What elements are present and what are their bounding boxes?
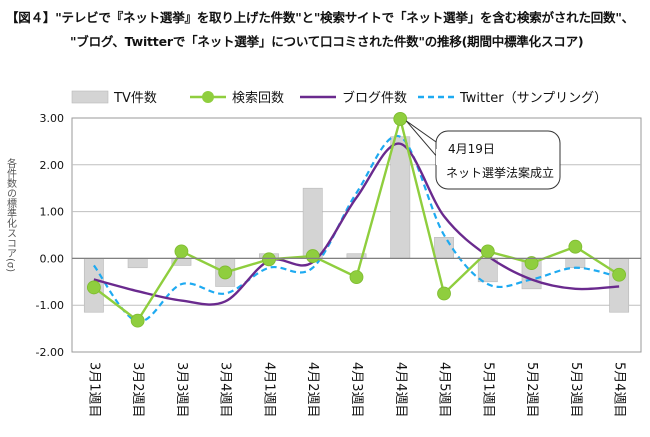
y-axis-label: 各件数の標準化スコア(σ) <box>5 157 17 272</box>
y-tick-label: 1.00 <box>40 206 65 219</box>
x-tick-label: 3月3週目 <box>174 362 189 418</box>
x-tick-label: 5月4週目 <box>612 362 627 418</box>
x-tick-label: 3月2週目 <box>130 362 145 418</box>
x-tick-label: 3月1週目 <box>86 362 101 418</box>
y-tick-label: -1.00 <box>36 299 64 312</box>
search-marker <box>349 270 364 285</box>
x-tick-label: 5月1週目 <box>480 362 495 418</box>
search-marker <box>174 244 189 259</box>
search-markers <box>86 112 627 328</box>
chart-title-line-2: "ブログ、Twitterで「ネット選挙」について口コミされた件数"の推移(期間中… <box>70 34 584 49</box>
x-tick-label: 4月4週目 <box>393 362 408 418</box>
y-tick-label: 2.00 <box>40 159 65 172</box>
x-tick-label: 4月5週目 <box>437 362 452 418</box>
search-marker <box>393 112 408 126</box>
tv-bar <box>390 136 411 259</box>
legend-label: ブログ件数 <box>342 90 407 106</box>
x-tick-label: 3月4週目 <box>218 362 233 418</box>
search-marker <box>524 256 539 270</box>
x-tick-label: 4月3週目 <box>349 362 364 418</box>
blog-line <box>93 142 620 306</box>
legend-label: TV件数 <box>113 91 157 106</box>
y-tick-label: -2.00 <box>36 346 64 359</box>
x-tick-label: 4月2週目 <box>305 362 320 418</box>
legend-swatch-search-marker <box>202 91 214 103</box>
search-marker <box>437 286 451 301</box>
search-marker <box>262 252 276 267</box>
search-marker <box>86 280 101 295</box>
chart-title-line-1: 【図４】"テレビで『ネット選挙』を取り上げた件数"と"検索サイトで「ネット選挙」… <box>6 10 634 25</box>
search-marker <box>305 249 320 263</box>
y-tick-label: 3.00 <box>40 112 65 125</box>
plot-area-border <box>71 117 642 353</box>
legend-swatch-tv <box>71 90 109 104</box>
search-marker <box>612 267 627 282</box>
search-marker <box>218 265 233 280</box>
tv-bar <box>434 237 454 259</box>
tv-bar <box>127 258 148 269</box>
y-tick-label: 0.00 <box>40 252 65 265</box>
callout-box <box>435 130 561 190</box>
tv-bar <box>565 258 586 269</box>
x-tick-label: 5月3週目 <box>568 362 583 418</box>
tv-bar <box>609 258 630 313</box>
legend-label: 検索回数 <box>232 91 284 106</box>
callout-date: 4月19日 <box>448 142 495 156</box>
chart-axes: 3.00 2.00 1.00 0.00 -1.00 -2.00 各件数の標準化スコア(σ) 3… <box>5 112 641 418</box>
search-marker <box>568 239 583 254</box>
tv-bar <box>302 187 323 259</box>
x-tick-label: 5月2週目 <box>524 362 539 418</box>
search-marker <box>480 244 495 259</box>
x-tick-label: 4月1週目 <box>261 362 276 418</box>
chart-legend: TV件数 検索回数 ブログ件数 Twitter（サンプリング） <box>71 90 607 106</box>
callout-text: ネット選挙法案成立 <box>446 165 554 180</box>
twitter-line <box>92 134 620 323</box>
search-marker <box>130 313 145 328</box>
legend-label: Twitter（サンプリング） <box>459 91 607 106</box>
